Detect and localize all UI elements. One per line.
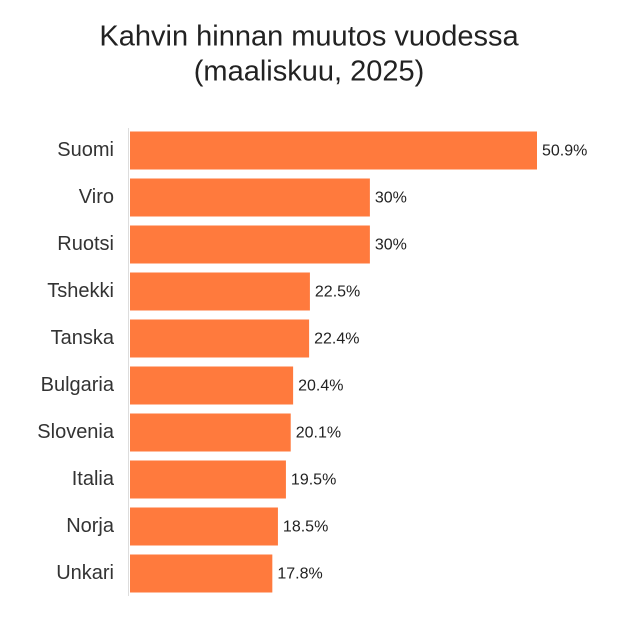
bar <box>130 554 273 593</box>
bar <box>130 131 537 170</box>
y-tick-label: Italia <box>72 468 115 490</box>
y-tick-label: Suomi <box>57 139 114 161</box>
value-label: 19.5% <box>291 472 336 489</box>
chart-title: (maaliskuu, 2025) <box>194 56 425 88</box>
value-label: 50.9% <box>542 143 587 160</box>
bar <box>130 225 370 264</box>
bar <box>130 507 278 546</box>
y-tick-label: Slovenia <box>37 421 115 443</box>
bar <box>130 460 286 499</box>
y-tick-label: Tshekki <box>47 280 114 302</box>
bar <box>130 366 294 405</box>
y-tick-label: Tanska <box>51 327 115 349</box>
bar <box>130 178 370 217</box>
y-tick-label: Unkari <box>56 562 114 584</box>
y-tick-label: Bulgaria <box>41 374 115 396</box>
y-tick-label: Norja <box>66 515 115 537</box>
chart-title: Kahvin hinnan muutos vuodessa <box>99 21 519 53</box>
y-tick-label: Ruotsi <box>57 233 114 255</box>
value-label: 30% <box>375 237 407 254</box>
bar <box>130 319 310 358</box>
y-tick-label: Viro <box>79 186 114 208</box>
value-label: 22.4% <box>314 331 359 348</box>
value-label: 22.5% <box>315 284 360 301</box>
value-label: 18.5% <box>283 519 328 536</box>
value-label: 20.1% <box>296 425 341 442</box>
bar <box>130 413 291 452</box>
value-label: 30% <box>375 190 407 207</box>
value-label: 17.8% <box>277 566 322 583</box>
value-label: 20.4% <box>298 378 343 395</box>
bar <box>130 272 310 311</box>
